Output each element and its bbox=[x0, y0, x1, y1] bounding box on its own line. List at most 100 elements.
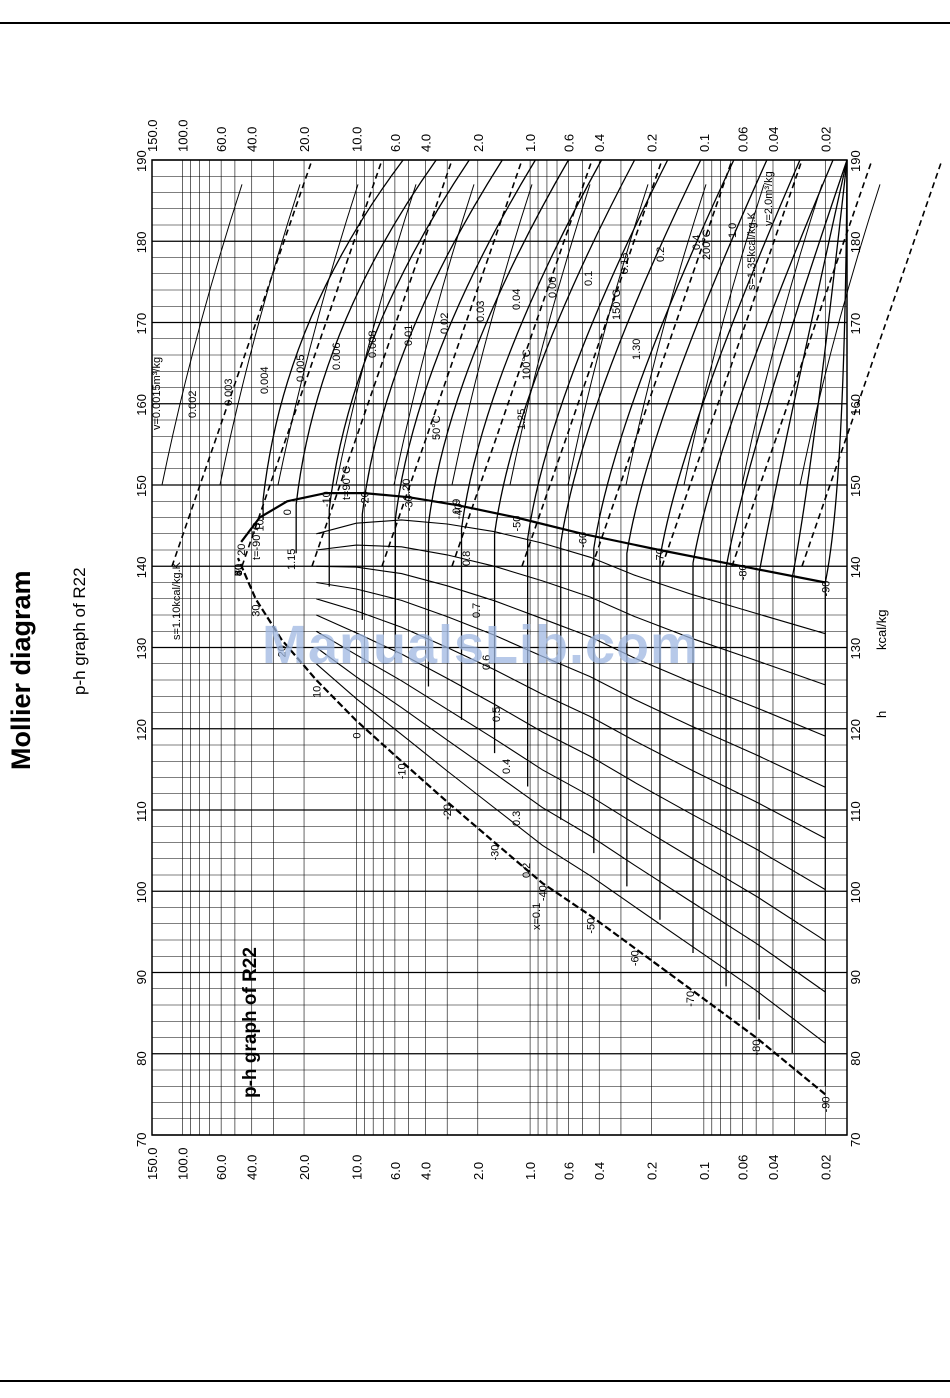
isentrope-line bbox=[731, 159, 873, 567]
enthalpy-tick-left: 80 bbox=[134, 1051, 149, 1065]
quality-line bbox=[316, 519, 826, 635]
pressure-tick-bottom: 60.0 bbox=[214, 1155, 229, 1180]
isotherm-curve bbox=[328, 159, 470, 587]
isochore-label: 0.008 bbox=[367, 330, 379, 358]
bottom-rule bbox=[0, 1380, 950, 1382]
enthalpy-tick-left: 130 bbox=[134, 638, 149, 660]
pressure-tick-top: 6.0 bbox=[388, 134, 403, 152]
saturated-liquid-line bbox=[236, 557, 826, 1096]
pressure-tick-bottom: 1.0 bbox=[523, 1162, 538, 1180]
pressure-tick-top: 0.1 bbox=[697, 134, 712, 152]
pressure-tick-top: 0.06 bbox=[735, 127, 750, 152]
liquid-temperature-label: -30 bbox=[490, 845, 502, 861]
isotherm-curve bbox=[361, 159, 503, 620]
quality-label: 0.9 bbox=[451, 499, 463, 514]
isochore-label: 0.01 bbox=[403, 325, 415, 346]
isochore-curve bbox=[741, 184, 823, 486]
pressure-tick-top: 150.0 bbox=[145, 119, 160, 152]
isotherm-curve bbox=[295, 159, 437, 554]
pressure-tick-top: 0.4 bbox=[592, 134, 607, 152]
pressure-tick-bottom: 0.1 bbox=[697, 1162, 712, 1180]
liquid-temperature-label: -10 bbox=[396, 763, 408, 779]
x-axis-unit: kcal/kg bbox=[874, 610, 889, 650]
liquid-temperature-label: -80 bbox=[751, 1040, 763, 1056]
vapour-temperature-label: -90 bbox=[820, 581, 832, 597]
pressure-tick-bottom: 2.0 bbox=[471, 1162, 486, 1180]
isochore-label: 1.0 bbox=[727, 223, 739, 238]
pressure-tick-bottom: 20.0 bbox=[297, 1155, 312, 1180]
isotherm-curve bbox=[725, 159, 848, 987]
x-axis-label: h bbox=[874, 711, 889, 718]
isochore-label: 0.15 bbox=[619, 253, 631, 274]
vapour-temperature-label: 0 bbox=[282, 509, 294, 515]
enthalpy-tick-left: 150 bbox=[134, 475, 149, 497]
isentrope-line bbox=[311, 159, 453, 567]
liquid-temperature-label: -70 bbox=[685, 991, 697, 1007]
enthalpy-tick-right: 130 bbox=[848, 638, 863, 660]
enthalpy-tick-left: 170 bbox=[134, 313, 149, 335]
pressure-tick-top: 100.0 bbox=[176, 119, 191, 152]
enthalpy-tick-right: 170 bbox=[848, 313, 863, 335]
isentrope-label: 1.30 bbox=[631, 339, 643, 360]
pressure-tick-bottom: 0.6 bbox=[562, 1162, 577, 1180]
isotherm-curve bbox=[427, 159, 570, 687]
isotherm-curve bbox=[758, 159, 848, 1020]
pressure-tick-bottom: 0.2 bbox=[645, 1162, 660, 1180]
isentrope-label: 1.20 bbox=[401, 479, 413, 500]
quality-label: 0.5 bbox=[491, 707, 503, 722]
liquid-temperature-label: 10 bbox=[311, 686, 323, 698]
isentrope-line bbox=[591, 159, 733, 567]
pressure-tick-bottom: 150.0 bbox=[145, 1147, 160, 1180]
isotherm-curve bbox=[493, 159, 636, 754]
isochore-curve bbox=[567, 184, 649, 486]
quality-line bbox=[316, 581, 826, 788]
liquid-temperature-label: -90 bbox=[820, 1096, 832, 1112]
vapour-temperature-label: -60 bbox=[577, 532, 589, 548]
pressure-tick-bottom: 0.02 bbox=[818, 1155, 833, 1180]
enthalpy-tick-right: 110 bbox=[848, 801, 863, 822]
isochore-label: v=0.0015m³/kg bbox=[151, 357, 163, 430]
isochore-curve bbox=[277, 184, 359, 486]
isochore-curve bbox=[509, 184, 591, 486]
isotherm-curve bbox=[560, 159, 702, 820]
isotherm-label: 50°C bbox=[431, 415, 443, 440]
vapour-temperature-label: -10 bbox=[321, 491, 333, 507]
pressure-tick-top: 4.0 bbox=[418, 134, 433, 152]
isentrope-label: s=1.35kcal/kg.K bbox=[746, 211, 758, 290]
pressure-tick-bottom: 4.0 bbox=[418, 1162, 433, 1180]
liquid-temperature-label: 20 bbox=[276, 645, 288, 657]
isotherm-label: 150°C bbox=[611, 289, 623, 320]
isochore-label: 0.06 bbox=[547, 277, 559, 298]
liquid-temperature-label: 50 bbox=[233, 564, 245, 576]
isochore-label: 0.4 bbox=[691, 235, 703, 250]
isotherm-label: 100°C bbox=[521, 349, 533, 380]
isochore-label: 0.002 bbox=[187, 390, 199, 418]
property-curves bbox=[161, 159, 943, 1087]
enthalpy-tick-left: 100 bbox=[134, 882, 149, 904]
pressure-tick-top: 0.04 bbox=[766, 127, 781, 152]
quality-line bbox=[316, 598, 826, 839]
quality-label: 0.7 bbox=[471, 603, 483, 618]
isotherm-curve bbox=[527, 159, 669, 787]
isentrope-line bbox=[381, 159, 523, 567]
quality-label: 0.3 bbox=[511, 811, 523, 826]
liquid-temperature-label: 0 bbox=[351, 733, 363, 739]
liquid-temperature-label: -20 bbox=[442, 804, 454, 820]
quality-label: 0.4 bbox=[501, 759, 513, 774]
isochore-label: v=2.0m³/kg bbox=[763, 171, 775, 226]
vapour-temperature-label: 10 bbox=[255, 519, 267, 531]
isochore-label: 0.03 bbox=[475, 301, 487, 322]
pressure-tick-top: 0.6 bbox=[562, 134, 577, 152]
quality-label: x=0.1 bbox=[531, 903, 543, 930]
enthalpy-tick-right: 80 bbox=[848, 1051, 863, 1065]
enthalpy-tick-left: 90 bbox=[134, 970, 149, 984]
quality-line bbox=[315, 647, 826, 993]
pressure-gridlines bbox=[182, 160, 826, 1135]
vapour-temperature-label: -80 bbox=[737, 564, 749, 580]
pressure-tick-top: 2.0 bbox=[471, 134, 486, 152]
vapour-temperature-label: 20 bbox=[236, 544, 248, 556]
top-rule bbox=[0, 22, 950, 24]
enthalpy-tick-left: 140 bbox=[134, 557, 149, 579]
isochore-curve bbox=[683, 184, 765, 486]
isochore-curve bbox=[451, 184, 533, 486]
